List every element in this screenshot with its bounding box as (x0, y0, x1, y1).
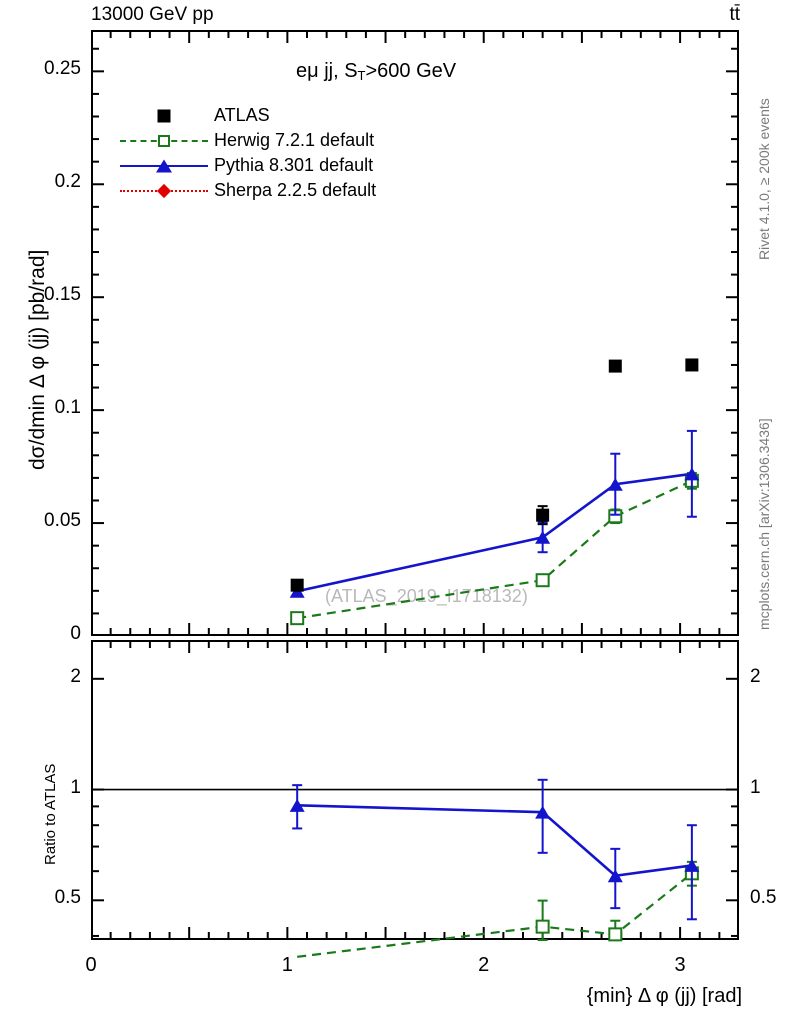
header-left-beam-label: 13000 GeV pp (91, 4, 214, 25)
legend-item-pythia[interactable]: Pythia 8.301 default (120, 153, 376, 178)
data-marker-triangle (535, 805, 551, 819)
data-marker-triangle (607, 869, 623, 883)
data-marker-triangle (289, 798, 305, 812)
data-marker-open-square (290, 611, 305, 626)
triangle-icon (156, 159, 172, 172)
ratio-line-pythia (297, 804, 693, 878)
x-tick-label: 0 (85, 954, 97, 976)
data-marker-open-square (608, 927, 623, 942)
data-marker-triangle (684, 858, 700, 872)
series-line-herwig (297, 479, 693, 620)
data-marker-open-square (535, 919, 550, 934)
x-axis-label: {min} Δ φ (jj) [rad] (586, 985, 742, 1007)
ratio-y-tick-label-left: 0.5 (54, 887, 81, 909)
main-y-tick-label: 0.05 (44, 510, 81, 532)
legend-key-herwig (120, 131, 208, 151)
header-right-process-label: tt̄ (729, 4, 740, 25)
ratio-y-tick-label-left: 2 (70, 665, 81, 687)
legend: ATLAS Herwig 7.2.1 default Pythia 8.301 … (120, 103, 376, 203)
plot-title-pre: eμ jj, S (296, 60, 358, 82)
main-y-tick-label: 0.15 (44, 284, 81, 306)
main-y-tick-label: 0.2 (54, 171, 81, 193)
main-y-tick-label-zero: 0 (70, 623, 81, 644)
x-tick-label: 2 (478, 954, 490, 976)
legend-label: Pythia 8.301 default (214, 155, 374, 175)
legend-key-atlas (120, 106, 208, 126)
legend-item-atlas[interactable]: ATLAS (120, 103, 376, 128)
main-plot-frame (91, 30, 739, 636)
legend-key-sherpa (120, 181, 208, 201)
data-marker-triangle (535, 530, 551, 544)
series-line-pythia (296, 472, 693, 593)
main-y-tick-label: 0.25 (44, 58, 81, 80)
legend-label: Herwig 7.2.1 default (214, 130, 375, 150)
data-marker-filled-square (536, 508, 550, 522)
data-marker-filled-square (685, 358, 699, 372)
data-marker-open-square (535, 573, 550, 588)
legend-label: Sherpa 2.2.5 default (214, 180, 377, 200)
legend-item-herwig[interactable]: Herwig 7.2.1 default (120, 128, 376, 153)
filled-square-icon (157, 109, 171, 122)
ratio-line-herwig (297, 872, 693, 958)
ratio-y-tick-label-right: 1 (750, 776, 761, 798)
ratio-y-tick-label-right: 0.5 (750, 887, 777, 909)
open-square-icon (158, 134, 170, 147)
ratio-y-tick-label-left: 1 (70, 776, 81, 798)
x-tick-label: 1 (281, 954, 293, 976)
legend-item-sherpa[interactable]: Sherpa 2.2.5 default (120, 178, 376, 203)
data-marker-filled-square (608, 359, 622, 373)
data-marker-triangle (684, 467, 700, 481)
legend-key-pythia (120, 156, 208, 176)
legend-label: ATLAS (214, 105, 270, 125)
plot-title: eμ jj, ST>600 GeV (296, 60, 456, 83)
data-marker-filled-square (290, 578, 304, 592)
data-marker-triangle (607, 477, 623, 491)
ratio-y-tick-label-right: 2 (750, 665, 761, 687)
plot-title-post: >600 GeV (365, 60, 457, 82)
main-y-tick-label: 0.1 (54, 397, 81, 419)
x-tick-label: 3 (674, 954, 686, 976)
plot-title-subscript: T (357, 68, 366, 83)
